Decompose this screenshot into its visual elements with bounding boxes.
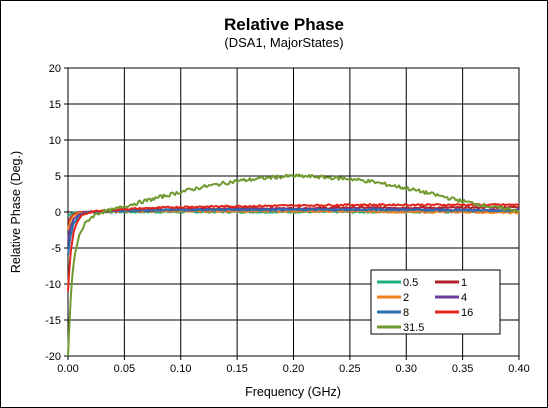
y-tick-label: -5 — [51, 243, 61, 255]
y-axis-label: Relative Phase (Deg.) — [9, 151, 23, 273]
x-tick-label: 0.40 — [508, 363, 529, 375]
y-tick-label: -10 — [45, 279, 61, 291]
legend-entry: 2 — [403, 292, 409, 304]
x-tick-label: 0.00 — [57, 363, 78, 375]
y-tick-label: 10 — [49, 135, 61, 147]
x-tick-label: 0.05 — [114, 363, 135, 375]
chart-title: Relative Phase — [224, 15, 344, 34]
series-line-2 — [67, 209, 520, 231]
legend-entry: 4 — [461, 292, 467, 304]
legend: 0.5 1 2 4 8 16 31.5 — [370, 269, 501, 335]
x-tick-label: 0.20 — [283, 363, 304, 375]
series-line-8 — [67, 208, 520, 256]
legend-entry: 31.5 — [403, 322, 424, 334]
x-tick-label: 0.35 — [452, 363, 473, 375]
x-tick-label: 0.30 — [396, 363, 417, 375]
series-line-31.5 — [67, 173, 520, 357]
legend-entry: 16 — [461, 307, 473, 319]
legend-entry: 0.5 — [403, 277, 418, 289]
x-tick-label: 0.15 — [226, 363, 247, 375]
series-lines — [67, 173, 520, 357]
x-axis-label: Frequency (GHz) — [245, 385, 341, 399]
legend-box — [370, 269, 501, 335]
x-axis-ticks: 0.00 0.05 0.10 0.15 0.20 0.25 0.30 0.35 0.40 — [57, 356, 530, 375]
x-tick-label: 0.25 — [339, 363, 360, 375]
series-line-16 — [67, 203, 520, 292]
chart-subtitle: (DSA1, MajorStates) — [224, 35, 343, 50]
legend-entry: 1 — [461, 277, 467, 289]
legend-entry: 8 — [403, 307, 409, 319]
y-tick-label: 15 — [49, 99, 61, 111]
y-tick-label: -15 — [45, 315, 61, 327]
y-tick-label: 20 — [49, 63, 61, 75]
y-axis-ticks: 20 15 10 5 0 -5 -10 -15 -20 — [45, 63, 68, 363]
y-tick-label: 0 — [55, 207, 61, 219]
y-tick-label: -20 — [45, 351, 61, 363]
x-tick-label: 0.10 — [170, 363, 191, 375]
y-tick-label: 5 — [55, 171, 61, 183]
